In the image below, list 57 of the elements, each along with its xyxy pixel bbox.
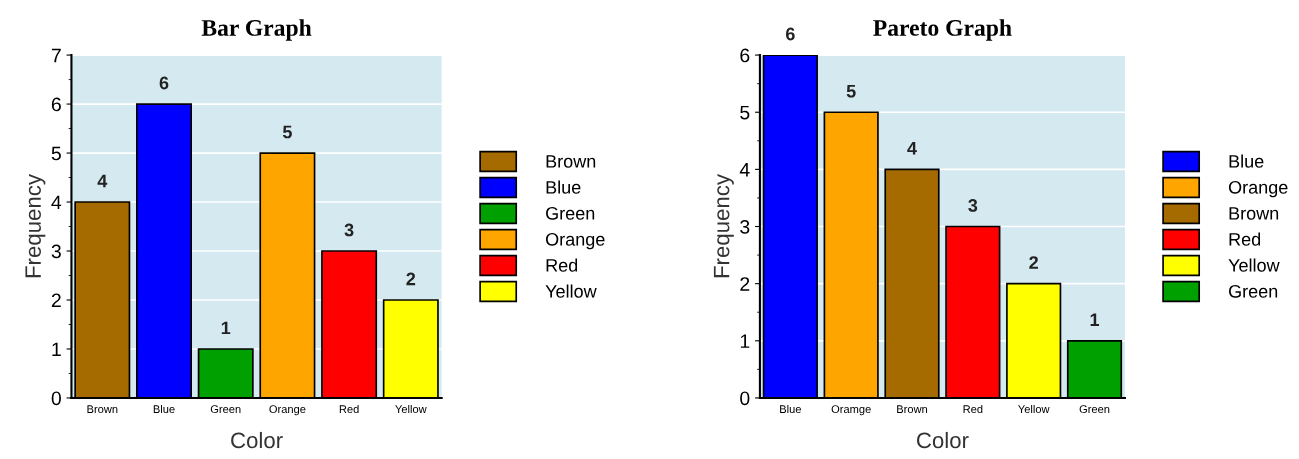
x-tick-label: Yellow [395,404,427,414]
legend-label: Yellow [545,284,597,298]
x-tick-label: Brown [87,405,118,414]
y-tick-label: 0 [740,391,750,406]
x-tick-label: Green [210,405,241,414]
legend-label: Blue [1229,154,1264,168]
chart-title: Pareto Graph [873,19,1012,41]
x-axis-title: Color [231,431,283,449]
x-tick-label: Brown [897,405,928,414]
y-tick-label: 5 [51,146,61,161]
legend-label: Red [1229,232,1261,246]
legend-label: Yellow [1228,258,1280,272]
y-tick-label: 7 [51,48,61,63]
data-label: 5 [846,84,856,98]
y-tick-label: 1 [740,334,750,348]
data-label: 1 [221,321,231,335]
legend-label: Green [1228,284,1278,298]
x-tick-label: Red [963,404,983,414]
x-tick-label: Oramge [831,405,871,416]
x-tick-label: Yellow [1018,404,1050,414]
y-tick-label: 1 [52,342,61,357]
y-tick-label: 4 [739,163,750,177]
y-tick-label: 6 [51,97,61,112]
data-label: 2 [406,272,416,286]
x-axis-title: Color [917,431,969,449]
data-label: 6 [159,76,169,90]
y-axis-title: Frequency [713,174,734,278]
y-axis-title: Frequency [25,174,46,278]
data-label: 3 [344,223,354,237]
y-tick-label: 4 [51,195,62,210]
chart-title: Bar Graph [201,19,312,41]
legend-label: Orange [545,232,605,250]
y-tick-label: 2 [51,293,61,308]
x-tick-label: Red [339,404,359,414]
data-label: 3 [968,199,978,212]
data-label: 1 [1090,313,1100,326]
y-tick-label: 6 [740,48,750,63]
legend-label: Brown [546,155,596,168]
x-tick-label: Orange [269,405,306,416]
y-tick-label: 3 [51,244,61,259]
data-label: 4 [907,142,917,155]
data-label: 5 [282,125,292,139]
y-tick-label: 2 [740,277,750,291]
data-label: 6 [785,27,795,41]
data-label: 4 [97,174,108,188]
legend-label: Green [546,206,595,220]
data-label: 2 [1029,256,1038,269]
legend-label: Orange [1228,180,1288,198]
legend-label: Red [546,258,578,272]
x-tick-label: Green [1079,405,1110,414]
x-tick-label: Blue [153,404,175,414]
legend-label: Blue [546,180,581,194]
legend-label: Brown [1229,207,1279,220]
y-tick-label: 3 [740,219,750,234]
x-tick-label: Blue [780,404,801,414]
y-tick-label: 0 [51,391,61,406]
y-tick-label: 5 [740,105,750,120]
